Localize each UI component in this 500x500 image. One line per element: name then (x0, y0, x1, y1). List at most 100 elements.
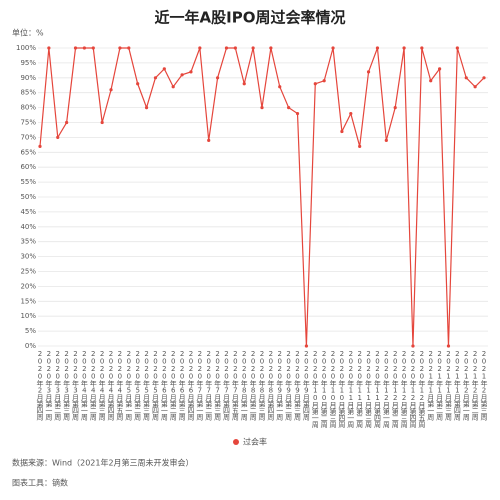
y-tick-label: 45% (20, 208, 36, 216)
x-tick-label: 2020年12月第一周 (382, 350, 390, 429)
data-point (162, 67, 166, 71)
x-tick-label: 2020年12月第五周 (418, 350, 426, 429)
x-tick-label: 2020年2月第四周 (36, 350, 44, 422)
x-tick-label: 2021年1月第一周 (427, 350, 435, 422)
x-tick-label: 2020年9月第三周 (294, 350, 302, 422)
data-point (278, 85, 282, 89)
data-point (180, 73, 184, 77)
data-point (82, 46, 86, 50)
x-tick-label: 2020年12月第三周 (400, 350, 408, 429)
x-tick-label: 2020年5月第四周 (151, 350, 159, 422)
data-point (144, 106, 149, 110)
data-point (91, 46, 95, 50)
data-point (65, 120, 69, 125)
data-point (100, 120, 104, 125)
y-tick-label: 0% (25, 342, 36, 350)
data-point (482, 76, 486, 80)
x-tick-label: 2020年3月第一周 (45, 350, 53, 422)
x-tick-label: 2020年4月第四周 (107, 350, 115, 422)
x-tick-label: 2020年5月第一周 (125, 350, 133, 422)
x-tick-label: 2020年7月第三周 (214, 350, 222, 422)
data-point (455, 46, 459, 50)
x-tick-label: 2020年11月第一周 (347, 350, 355, 429)
data-point (375, 46, 380, 50)
x-tick-label: 2020年10月第四周 (338, 350, 346, 429)
data-point (109, 88, 113, 92)
x-tick-label: 2020年4月第一周 (80, 350, 88, 422)
x-tick-label: 2020年9月第二周 (285, 350, 293, 422)
x-tick-label: 2020年9月第一周 (276, 350, 284, 422)
x-tick-label: 2020年11月第四周 (373, 350, 381, 429)
data-point (38, 144, 42, 148)
data-point (73, 46, 78, 50)
data-point (118, 46, 122, 50)
data-point (224, 46, 229, 50)
x-tick-label: 2020年12月第二周 (391, 350, 399, 429)
y-tick-label: 60% (20, 163, 36, 171)
data-point (304, 344, 308, 348)
x-tick-label: 2020年8月第三周 (258, 350, 266, 422)
y-tick-label: 95% (20, 59, 36, 67)
x-tick-label: 2020年10月第一周 (311, 350, 319, 429)
data-point (366, 70, 371, 74)
y-tick-label: 85% (20, 89, 36, 97)
x-tick-label: 2020年8月第一周 (240, 350, 248, 422)
data-point (402, 46, 406, 50)
data-point (313, 82, 317, 86)
x-tick-label: 2020年5月第二周 (134, 350, 142, 422)
y-tick-label: 40% (20, 223, 36, 231)
x-tick-label: 2021年1月第三周 (444, 350, 452, 422)
x-tick-label: 2020年4月第五周 (116, 350, 124, 422)
y-tick-label: 75% (20, 119, 36, 127)
data-point (216, 76, 220, 80)
data-point (340, 129, 344, 134)
data-point (420, 46, 424, 50)
y-tick-label: 20% (20, 282, 36, 290)
x-tick-label: 2020年7月第一周 (196, 350, 204, 422)
x-tick-label: 2020年8月第四周 (267, 350, 275, 422)
data-point (47, 46, 51, 50)
data-point (242, 82, 246, 86)
source: 数据来源：Wind（2021年2月第三周未开发审会） (12, 458, 194, 468)
x-tick-label: 2020年10月第三周 (329, 350, 337, 429)
data-point (269, 46, 273, 50)
x-tick-label: 2020年7月第四周 (222, 350, 230, 422)
x-tick-label: 2020年6月第三周 (178, 350, 186, 422)
tool: 图表工具：镝数 (12, 478, 68, 488)
data-point (189, 70, 193, 74)
unit-label: 单位：% (12, 28, 44, 38)
chart-title: 近一年A股IPO周过会率情况 (155, 9, 346, 27)
data-point (429, 79, 433, 83)
x-tick-label: 2020年3月第二周 (54, 350, 62, 422)
x-tick-label: 2020年12月第四周 (409, 350, 417, 429)
data-point (473, 85, 477, 89)
data-point (295, 111, 300, 116)
data-point (207, 138, 211, 142)
data-point (127, 46, 131, 50)
data-point (358, 144, 362, 148)
data-point (322, 79, 326, 83)
x-tick-label: 2020年3月第四周 (72, 350, 80, 422)
x-tick-label: 2020年7月第五周 (231, 350, 239, 422)
y-tick-label: 30% (20, 253, 36, 261)
legend-label: 过会率 (243, 437, 267, 447)
data-point (384, 138, 388, 142)
y-tick-label: 80% (20, 104, 36, 112)
x-tick-label: 2021年1月第二周 (436, 350, 444, 422)
y-tick-label: 100% (16, 44, 36, 52)
y-tick-label: 90% (20, 74, 36, 82)
y-tick-label: 5% (25, 327, 36, 335)
x-tick-label: 2021年2月第二周 (471, 350, 479, 422)
legend-marker (233, 439, 239, 445)
data-point (153, 76, 158, 80)
data-point (349, 111, 353, 116)
x-tick-label: 2021年1月第四周 (453, 350, 461, 422)
x-tick-label: 2020年9月第四周 (302, 350, 310, 422)
data-point (438, 67, 442, 71)
y-tick-label: 35% (20, 238, 36, 246)
x-tick-label: 2021年2月第一周 (462, 350, 470, 422)
x-tick-label: 2020年10月第二周 (320, 350, 328, 429)
data-point (393, 106, 397, 110)
data-point (464, 76, 468, 80)
